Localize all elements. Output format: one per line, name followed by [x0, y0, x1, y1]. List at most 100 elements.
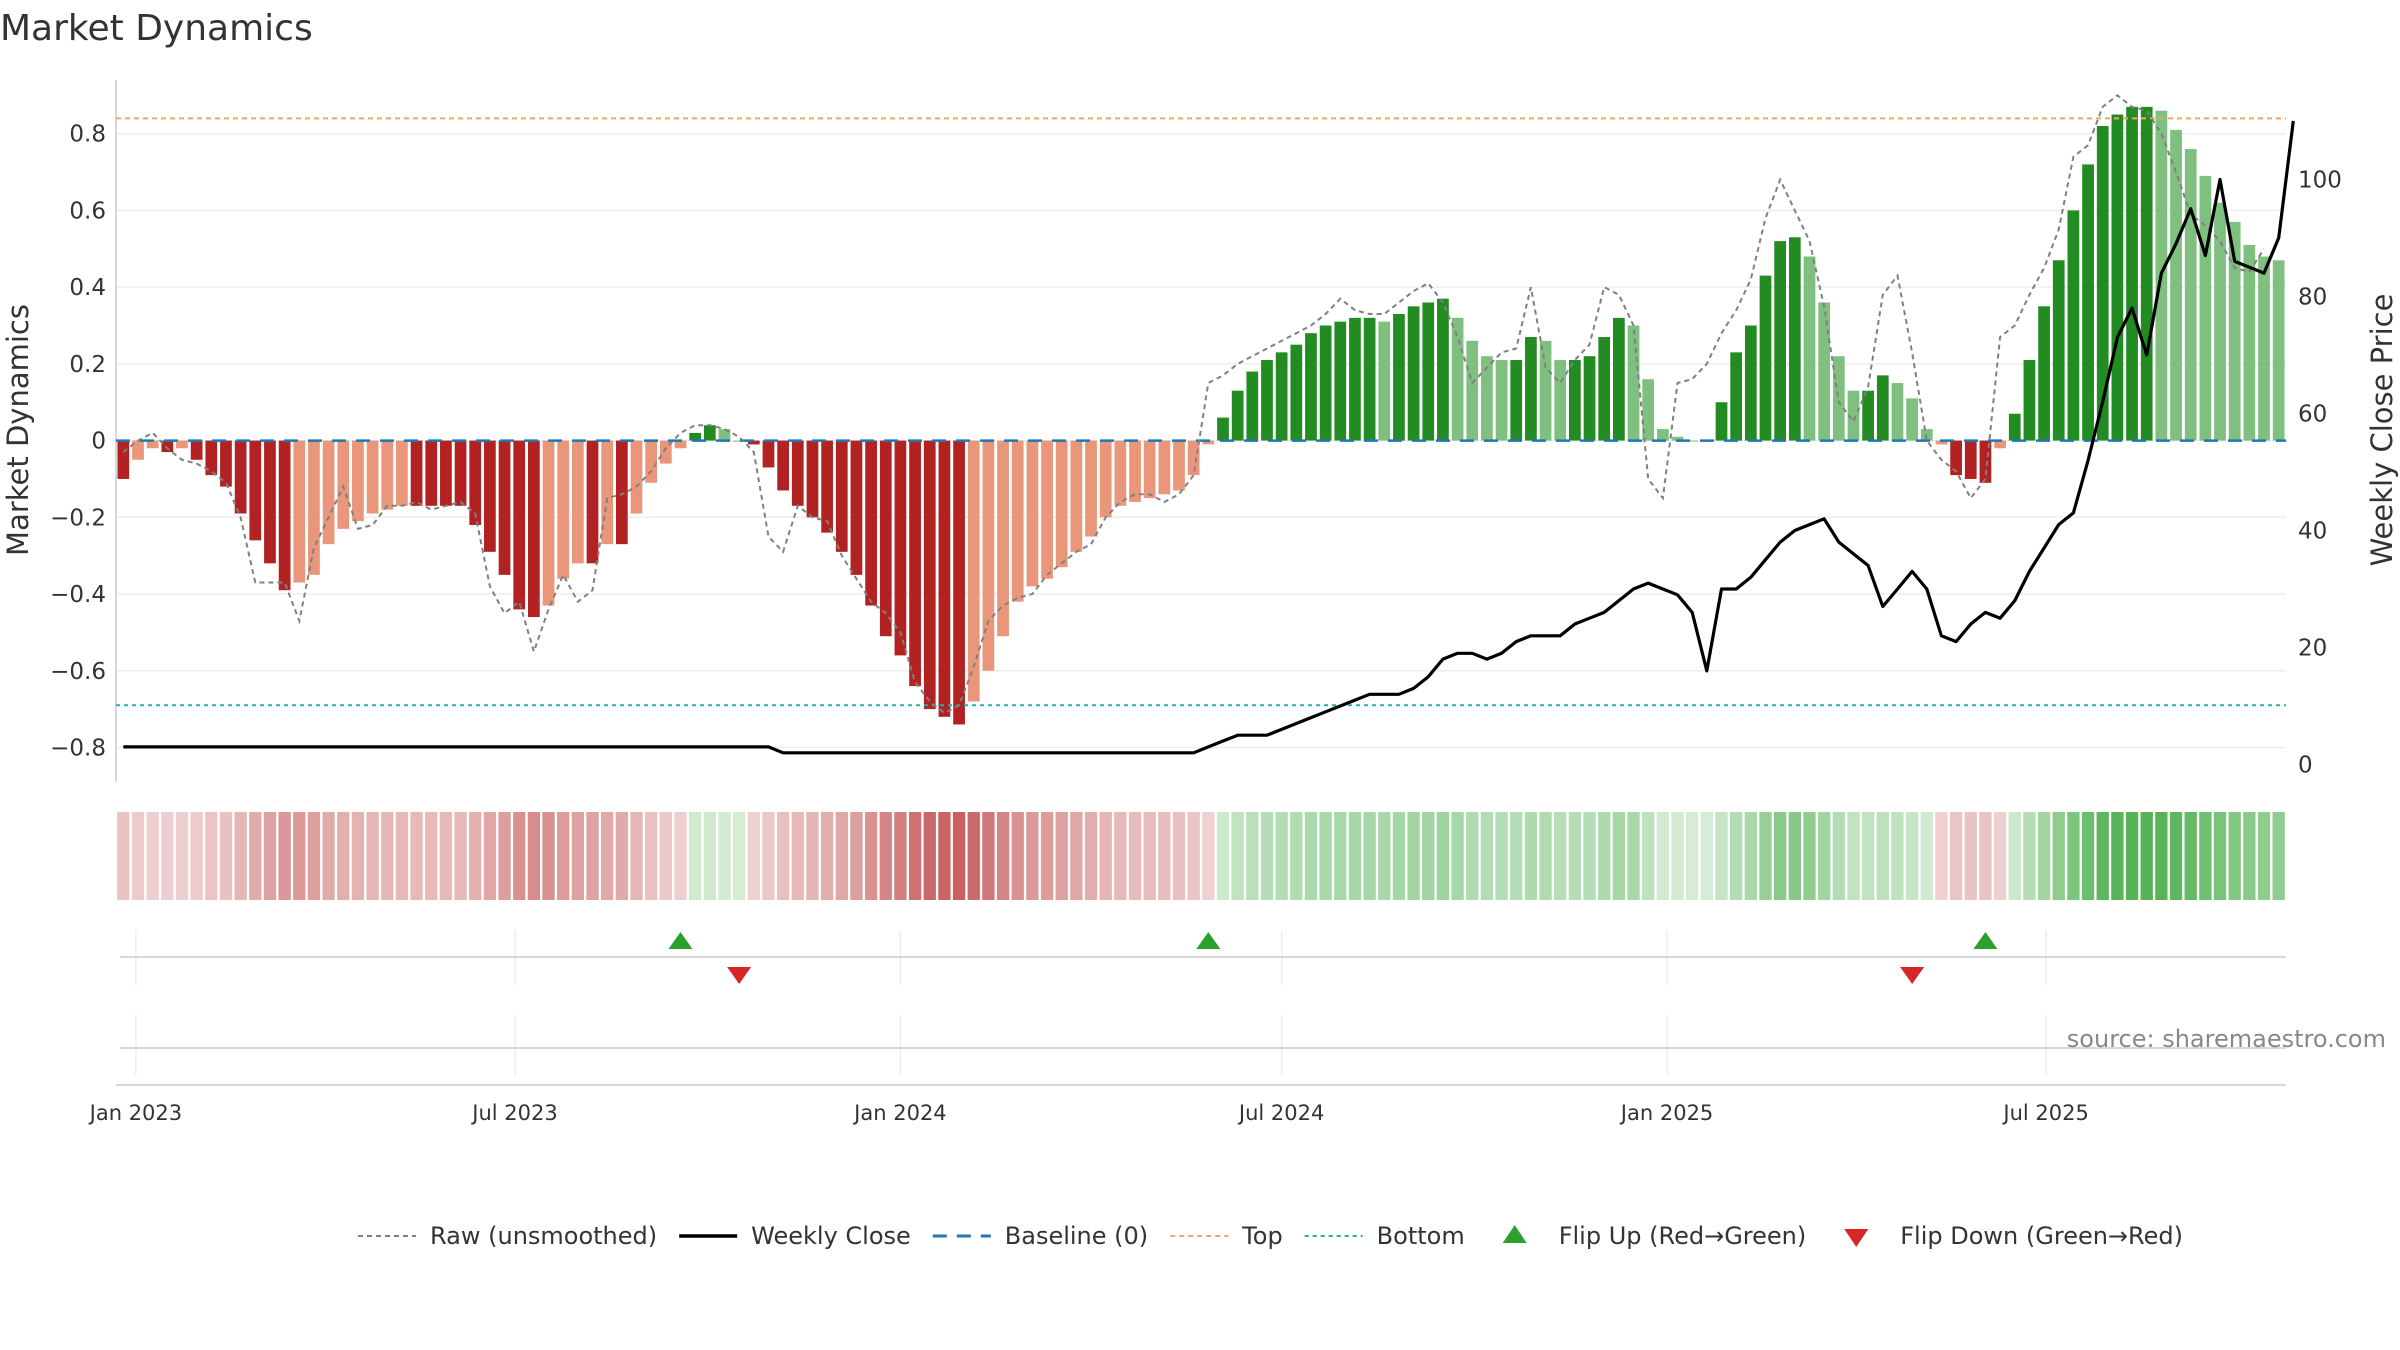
close-line [123, 120, 2295, 755]
left-tick-label: −0.6 [50, 659, 106, 685]
strip-cell [1099, 812, 1112, 900]
strip-cell [1993, 812, 2007, 900]
bar [542, 440, 555, 606]
strip-cell [2008, 812, 2021, 900]
strip-cell [982, 812, 995, 900]
strip-cell [1905, 812, 1919, 900]
bar [1554, 360, 1567, 441]
strip-cell [1773, 812, 1787, 900]
strip-cell [249, 812, 262, 900]
chart-title: Market Dynamics [0, 8, 313, 49]
strip-cell [1568, 812, 1582, 900]
strip-cell [2052, 812, 2065, 900]
bar [1378, 321, 1391, 441]
bar [1847, 390, 1860, 441]
bar [1305, 333, 1317, 441]
strip-cell [762, 812, 775, 900]
strip-cell [879, 812, 892, 900]
strip-cell [1686, 812, 1699, 900]
bar [2082, 164, 2094, 441]
bar [1099, 440, 1112, 518]
bar [2243, 244, 2256, 441]
date-axis: Jan 2023 Jul 2023 Jan 2024 Jul 2024 Jan 2025… [88, 1101, 2089, 1125]
strip-cell [322, 812, 335, 900]
bar [1173, 440, 1185, 491]
strip-cell [1436, 812, 1450, 900]
strip-cell [2067, 812, 2080, 900]
strip-cell [1319, 812, 1332, 900]
bar [1730, 352, 1743, 441]
bar [1935, 440, 1948, 445]
bar [601, 440, 614, 545]
strip-cell [703, 812, 716, 900]
bar [1774, 241, 1787, 441]
strip-cell [1348, 812, 1362, 900]
strip-cell [1539, 812, 1552, 900]
left-tick-label: 0.4 [69, 275, 106, 301]
strip-cell [1964, 812, 1977, 900]
strip-cell [688, 812, 702, 900]
strip-cell [1700, 812, 1714, 900]
strip-cell [146, 812, 159, 900]
bar [469, 440, 482, 525]
strip-cell [1466, 812, 1479, 900]
bar [2199, 175, 2212, 441]
bar [1803, 256, 1816, 441]
axis-layer: −0.8 −0.6 −0.4 −0.2 0 0.2 0.4 0.6 0.8 0 20 40 60 80 10… [1, 80, 2399, 782]
strip-cell [2023, 812, 2036, 900]
bar [425, 440, 438, 506]
bar [2038, 306, 2050, 441]
bar [909, 440, 921, 687]
bar-layer [117, 106, 2285, 725]
bar [1187, 440, 1200, 476]
bar [1393, 314, 1405, 441]
bar [1788, 237, 1801, 441]
bar [176, 440, 188, 449]
bar [1950, 440, 1962, 476]
flip-up-marker [1973, 932, 1998, 949]
flip-up-marker [668, 932, 693, 949]
strip-cell [513, 812, 526, 900]
source-label: source: sharemaestro.com [2067, 1025, 2386, 1053]
bar [161, 440, 174, 453]
strip-cell [1627, 812, 1640, 900]
bar [1319, 325, 1332, 441]
bar [249, 440, 262, 541]
bar [997, 440, 1009, 637]
bar [645, 440, 658, 483]
right-tick-label: 60 [2298, 401, 2327, 427]
bar [1422, 302, 1435, 441]
strip-cell [2257, 812, 2271, 900]
bar [1832, 356, 1845, 441]
strip-cell [1246, 812, 1259, 900]
strip-cell [1422, 812, 1435, 900]
strip-cell [1803, 812, 1816, 900]
strip-cell [1744, 812, 1757, 900]
strip-cell [542, 812, 555, 900]
strip-cell [1979, 812, 1992, 900]
strip-cell [2199, 812, 2212, 900]
bar [1158, 440, 1171, 495]
strip-cell [2096, 812, 2109, 900]
strip-cell [2228, 812, 2241, 900]
strip-cell [527, 812, 541, 900]
strip-cell [381, 812, 394, 900]
strip-cell [1334, 812, 1347, 900]
bar [498, 440, 511, 575]
strip-cell [1935, 812, 1948, 900]
strip-cell [1598, 812, 1611, 900]
bar [1671, 436, 1684, 441]
strip-cell [601, 812, 614, 900]
flip-down-marker [1900, 967, 1925, 984]
strip-cell [1070, 812, 1083, 900]
strip-cell [1392, 812, 1406, 900]
bar [293, 440, 306, 583]
bar [894, 440, 907, 656]
strip-cell [469, 812, 482, 900]
bar [1334, 321, 1347, 441]
strip-cell [659, 812, 672, 900]
bar [1525, 337, 1537, 441]
strip-cell [161, 812, 174, 900]
bar [2272, 260, 2285, 441]
strip-cell [1847, 812, 1860, 900]
